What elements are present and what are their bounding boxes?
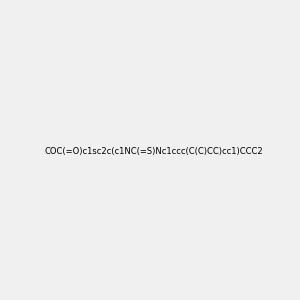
Text: COC(=O)c1sc2c(c1NC(=S)Nc1ccc(C(C)CC)cc1)CCC2: COC(=O)c1sc2c(c1NC(=S)Nc1ccc(C(C)CC)cc1)… (44, 147, 263, 156)
